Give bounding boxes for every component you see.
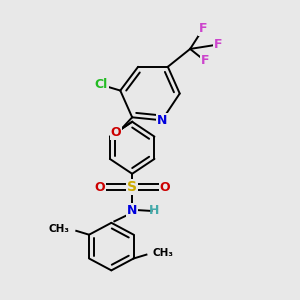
Text: F: F (214, 38, 223, 51)
Text: H: H (149, 204, 160, 218)
Text: O: O (94, 181, 105, 194)
Text: N: N (157, 114, 167, 127)
Text: F: F (201, 54, 209, 67)
Text: F: F (199, 22, 208, 34)
Text: S: S (127, 180, 137, 194)
Text: O: O (110, 126, 121, 139)
Text: CH₃: CH₃ (49, 224, 70, 234)
Text: Cl: Cl (94, 78, 108, 91)
Text: CH₃: CH₃ (153, 248, 174, 257)
Text: N: N (127, 203, 137, 217)
Text: O: O (160, 181, 170, 194)
